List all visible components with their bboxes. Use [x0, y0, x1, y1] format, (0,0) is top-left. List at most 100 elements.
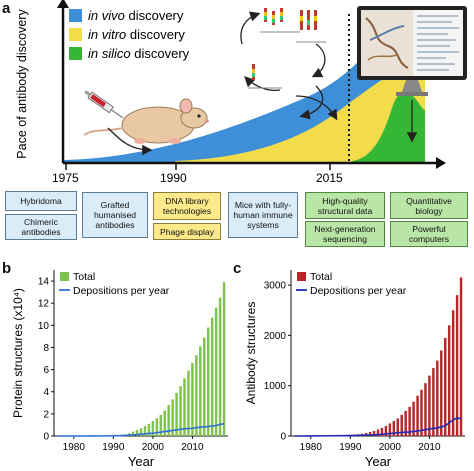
bar [175, 392, 178, 436]
timeline-chimeric-antibodies: Chimeric antibodies [5, 214, 77, 240]
legend-depositions-label: Depositions per year [73, 285, 170, 297]
bar [222, 282, 226, 436]
bar [400, 414, 403, 436]
bar [147, 423, 151, 436]
x-tick-label: 1990 [102, 442, 125, 453]
bar [436, 360, 439, 436]
y-tick-label: 14 [38, 277, 50, 288]
y-axis-label: Antibody structures [244, 302, 258, 405]
panel-a-y-arrow-icon [57, 0, 69, 8]
x-tick-label: 2010 [181, 442, 204, 453]
bar [388, 423, 392, 436]
bar [384, 425, 388, 436]
bar [151, 421, 155, 436]
panel-b-chart: 0 2 4 6 8 10 12 14 1980 1990 2000 2010 Total Depositi… [11, 270, 228, 469]
depositions-line [57, 423, 225, 437]
timeline-powerful-computers: Powerful computers [390, 221, 468, 247]
timeline-mice-fully-human: Mice with fully-human immune systems [228, 192, 298, 238]
bar [167, 405, 170, 436]
bar [451, 310, 455, 436]
panel-c-letter: c [233, 260, 242, 277]
legend-depositions-label: Depositions per year [310, 285, 407, 297]
timeline-quantitative-biology: Quantitative biology [390, 192, 468, 219]
bar [404, 410, 407, 436]
panel-a-x-arrow-icon [436, 157, 446, 169]
bar [210, 317, 214, 436]
y-tick-label: 0 [280, 432, 286, 443]
y-tick-label: 2 [43, 409, 49, 420]
y-tick-label: 1000 [264, 381, 287, 392]
y-tick-label: 8 [43, 343, 49, 354]
panel-a-figure: Pace of antibody discovery 1975 1990 201… [15, 0, 467, 185]
bar [444, 337, 447, 436]
bar [155, 418, 159, 436]
legend-in-silico-label: in silico discovery [88, 46, 190, 61]
legend-in-vitro-swatch [69, 28, 82, 41]
legend-total-label: Total [73, 271, 95, 283]
bar [428, 375, 431, 436]
panel-b-letter: b [2, 260, 12, 277]
bar [179, 386, 182, 436]
y-axis-label: Protein structures (x10⁴) [11, 288, 25, 418]
x-tick-label: 2000 [379, 442, 402, 453]
bar [203, 337, 206, 436]
bar [440, 350, 443, 436]
bar [195, 355, 198, 436]
in-silico-area [352, 92, 425, 162]
bar [207, 327, 210, 436]
bar [139, 428, 143, 436]
bar [455, 295, 459, 436]
bar [183, 378, 186, 436]
syringe-icon [84, 90, 124, 119]
bar [412, 401, 415, 436]
bar [187, 370, 190, 436]
y-tick-label: 3000 [264, 281, 287, 292]
bar [191, 362, 194, 436]
y-tick-label: 0 [43, 432, 49, 443]
bar [392, 420, 396, 436]
legend-in-vivo-swatch [69, 9, 82, 22]
mouse-icon [83, 98, 209, 144]
x-axis-label: Year [128, 454, 155, 469]
x-tick-label: 1980 [63, 442, 86, 453]
timeline-grafted-humanised-antibodies: Grafted humanised antibodies [82, 192, 148, 238]
legend-total-swatch [297, 272, 306, 281]
y-tick-label: 10 [38, 321, 50, 332]
in-vitro-area [175, 70, 425, 162]
arrow-to-in-vivo [107, 127, 153, 156]
bar [368, 431, 372, 436]
timeline-hybridoma: Hybridoma [5, 191, 77, 211]
legend-in-silico-swatch [69, 47, 82, 60]
bar [416, 395, 419, 436]
bar [424, 383, 427, 436]
bar [459, 277, 463, 436]
phage-cycle-icon [240, 8, 326, 120]
y-tick-label: 12 [38, 299, 50, 310]
y-tick-label: 2000 [264, 331, 287, 342]
arrow-to-in-vitro [295, 95, 338, 121]
bar [163, 410, 166, 436]
bar [396, 418, 399, 436]
year-tick-1975: 1975 [52, 171, 79, 185]
bar [420, 389, 423, 436]
computer-monitor-icon [357, 6, 467, 96]
bar [214, 307, 218, 436]
x-tick-label: 2010 [418, 442, 441, 453]
depositions-line [294, 417, 462, 437]
x-tick-label: 2000 [142, 442, 165, 453]
x-tick-label: 1990 [339, 442, 362, 453]
timeline-phage-display: Phage display [153, 223, 221, 240]
bar [408, 406, 411, 436]
timeline-dna-library-technologies: DNA library technologies [153, 192, 221, 220]
legend-in-vivo-label: in vivo discovery [88, 8, 184, 23]
bar [372, 430, 376, 436]
bar [131, 431, 135, 436]
legend-total-label: Total [310, 271, 332, 283]
y-tick-label: 4 [43, 387, 49, 398]
bar [199, 346, 202, 436]
x-axis-label: Year [365, 454, 392, 469]
panel-c-chart: 0 1000 2000 3000 1980 1990 2000 2010 Total Deposi… [244, 270, 465, 469]
panel-a-letter: a [2, 0, 11, 17]
legend-total-swatch [60, 272, 69, 281]
y-tick-label: 6 [43, 365, 49, 376]
